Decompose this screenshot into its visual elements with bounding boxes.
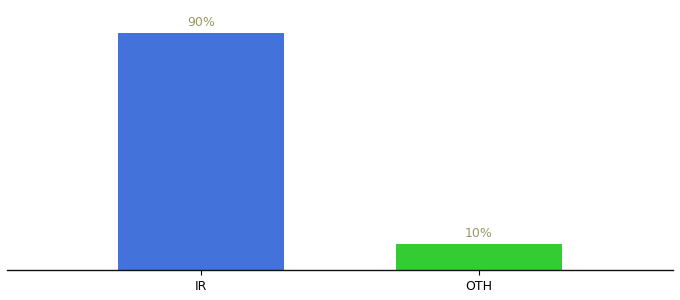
Text: 90%: 90% xyxy=(187,16,215,29)
Bar xyxy=(396,244,562,270)
Bar xyxy=(118,33,284,270)
Text: 10%: 10% xyxy=(465,227,493,240)
